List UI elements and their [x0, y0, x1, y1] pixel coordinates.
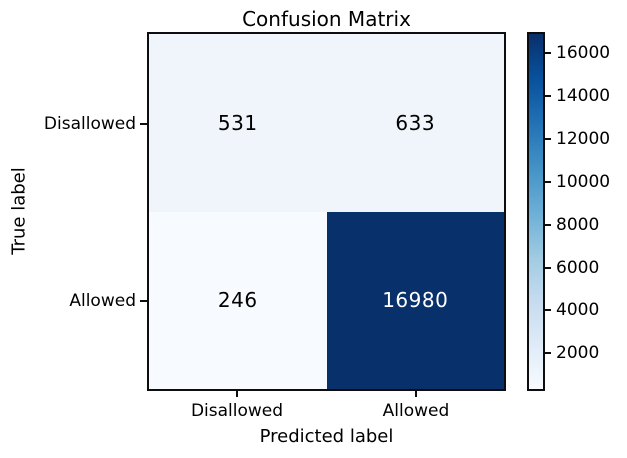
chart-title: Confusion Matrix: [242, 7, 411, 31]
cell-value: 633: [395, 110, 436, 135]
colorbar-tick-mark-2000: [545, 352, 551, 355]
y-tick-mark-allowed: [140, 300, 147, 302]
colorbar-tick-label-14000: 14000: [556, 85, 611, 106]
colorbar: [527, 32, 545, 391]
colorbar-tick-mark-14000: [545, 94, 551, 97]
colorbar-tick-mark-12000: [545, 137, 551, 140]
colorbar-tick-label-8000: 8000: [556, 214, 600, 235]
x-tick-label-allowed: Allowed: [382, 401, 450, 421]
matrix-cell-true-allowed-pred-allowed: 16980: [326, 211, 504, 389]
y-tick-mark-disallowed: [140, 123, 147, 125]
cell-value: 531: [217, 110, 258, 135]
colorbar-tick-label-2000: 2000: [556, 343, 600, 364]
matrix-cell-true-allowed-pred-disallowed: 246: [149, 211, 327, 389]
colorbar-tick-mark-16000: [545, 52, 551, 55]
x-tick-label-disallowed: Disallowed: [190, 401, 284, 421]
y-axis-label-text: True label: [8, 167, 30, 255]
colorbar-tick-label-10000: 10000: [556, 171, 611, 192]
matrix-cell-true-disallowed-pred-allowed: 633: [326, 34, 504, 212]
heatmap-plot-area: 531 633 246 16980: [147, 32, 506, 391]
y-tick-label-allowed: Allowed: [69, 291, 136, 311]
colorbar-tick-mark-8000: [545, 223, 551, 226]
cell-value: 16980: [382, 288, 449, 313]
cell-value: 246: [217, 288, 258, 313]
colorbar-tick-mark-6000: [545, 266, 551, 269]
colorbar-tick-label-16000: 16000: [556, 43, 611, 64]
x-tick-mark-disallowed: [236, 391, 238, 397]
x-tick-mark-allowed: [415, 391, 417, 397]
colorbar-tick-mark-10000: [545, 180, 551, 183]
colorbar-tick-label-12000: 12000: [556, 128, 611, 149]
colorbar-tick-mark-4000: [545, 309, 551, 312]
colorbar-tick-label-4000: 4000: [556, 300, 600, 321]
matrix-cell-true-disallowed-pred-disallowed: 531: [149, 34, 327, 212]
y-tick-label-disallowed: Disallowed: [43, 114, 136, 134]
x-axis-label: Predicted label: [259, 426, 394, 447]
colorbar-tick-label-6000: 6000: [556, 257, 600, 278]
